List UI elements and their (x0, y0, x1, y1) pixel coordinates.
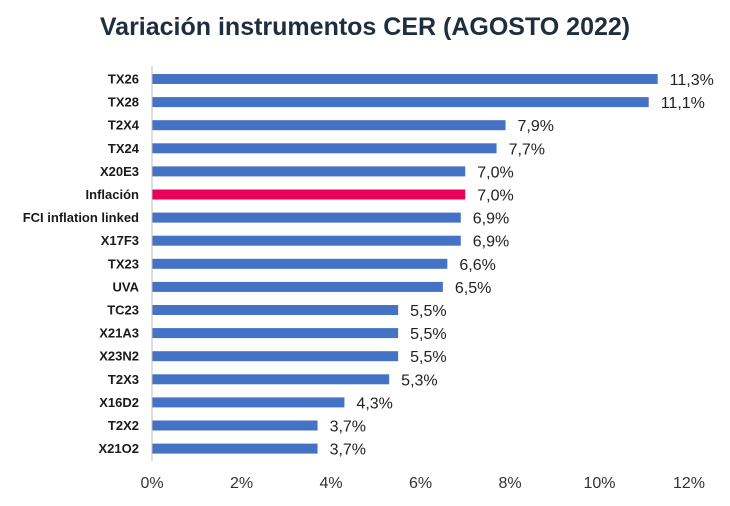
bar (152, 420, 318, 431)
x-tick-label: 2% (230, 475, 253, 492)
data-label: 7,7% (509, 141, 545, 158)
data-label: 7,0% (477, 188, 513, 205)
bar (152, 305, 399, 315)
bar (152, 281, 443, 292)
category-label: UVA (113, 279, 140, 294)
bar (152, 397, 345, 408)
bar (152, 143, 497, 154)
bar (152, 166, 466, 177)
bar (152, 258, 448, 269)
x-tick-label: 4% (319, 475, 342, 492)
data-label: 5,5% (410, 326, 446, 343)
data-label: 11,1% (661, 95, 705, 112)
x-tick-label: 12% (673, 475, 705, 492)
category-label: TX24 (108, 141, 140, 156)
category-label: FCI inflation linked (23, 210, 139, 225)
data-label: 7,0% (477, 164, 513, 181)
category-label: T2X2 (108, 418, 139, 433)
bar (152, 189, 466, 200)
data-label: 6,9% (473, 211, 509, 228)
bar (152, 212, 461, 223)
category-label: X23N2 (99, 349, 139, 364)
category-label: X17F3 (101, 233, 139, 248)
category-label: T2X4 (108, 118, 140, 133)
category-label: X16D2 (99, 395, 139, 410)
bar (152, 97, 649, 108)
data-label: 5,5% (410, 349, 446, 366)
data-label: 11,3% (670, 72, 714, 89)
chart-title: Variación instrumentos CER (AGOSTO 2022) (99, 13, 631, 41)
category-label: TX28 (108, 95, 139, 110)
x-tick-label: 6% (409, 475, 432, 492)
bar (152, 120, 506, 131)
bar (152, 235, 461, 246)
data-label: 3,7% (330, 442, 366, 459)
category-label: TC23 (107, 303, 139, 318)
bar (152, 374, 390, 385)
category-label: T2X3 (108, 372, 139, 387)
bar (152, 74, 658, 84)
category-label: X20E3 (100, 164, 139, 179)
x-tick-label: 10% (583, 475, 615, 492)
data-label: 5,3% (401, 372, 437, 389)
x-tick-label: 0% (140, 475, 163, 492)
data-label: 5,5% (410, 303, 446, 320)
category-label: TX23 (108, 256, 139, 271)
category-label: X21A3 (99, 326, 139, 341)
category-label: TX26 (108, 72, 139, 87)
category-label: X21O2 (99, 441, 139, 456)
bar (152, 328, 399, 339)
data-label: 6,5% (455, 280, 491, 297)
x-tick-label: 8% (498, 475, 521, 492)
bar (152, 443, 318, 454)
data-label: 6,6% (459, 257, 495, 274)
data-label: 4,3% (356, 395, 392, 412)
data-label: 7,9% (518, 118, 554, 135)
bar (152, 351, 399, 362)
category-label: Inflación (86, 187, 140, 202)
data-label: 3,7% (330, 419, 366, 436)
data-label: 6,9% (473, 234, 509, 251)
